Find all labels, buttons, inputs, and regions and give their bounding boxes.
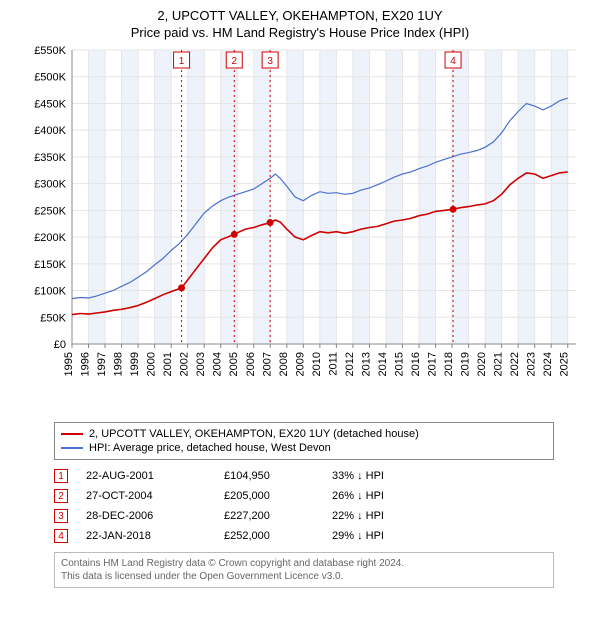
svg-text:3: 3 bbox=[267, 56, 273, 67]
legend-swatch bbox=[61, 433, 83, 435]
legend: 2, UPCOTT VALLEY, OKEHAMPTON, EX20 1UY (… bbox=[54, 422, 554, 460]
svg-text:2017: 2017 bbox=[427, 352, 439, 376]
svg-text:£300K: £300K bbox=[34, 179, 66, 191]
sale-marker-number: 1 bbox=[54, 469, 68, 483]
sale-marker-number: 3 bbox=[54, 509, 68, 523]
svg-text:2013: 2013 bbox=[360, 352, 372, 376]
sale-price: £252,000 bbox=[224, 530, 314, 542]
svg-text:2008: 2008 bbox=[278, 352, 290, 376]
legend-label: 2, UPCOTT VALLEY, OKEHAMPTON, EX20 1UY (… bbox=[89, 428, 419, 440]
svg-text:2021: 2021 bbox=[493, 352, 505, 376]
svg-text:1998: 1998 bbox=[113, 352, 125, 376]
svg-text:2022: 2022 bbox=[509, 352, 521, 376]
svg-text:£500K: £500K bbox=[34, 72, 66, 84]
sales-row: 2 27-OCT-2004 £205,000 26% ↓ HPI bbox=[54, 486, 554, 506]
sale-date: 22-AUG-2001 bbox=[86, 470, 206, 482]
title-address: 2, UPCOTT VALLEY, OKEHAMPTON, EX20 1UY bbox=[10, 8, 590, 23]
sale-hpi-delta: 29% ↓ HPI bbox=[332, 530, 422, 542]
sale-hpi-delta: 26% ↓ HPI bbox=[332, 490, 422, 502]
svg-text:2014: 2014 bbox=[377, 352, 389, 376]
svg-text:2025: 2025 bbox=[559, 352, 571, 376]
license-footer: Contains HM Land Registry data © Crown c… bbox=[54, 552, 554, 588]
sales-row: 1 22-AUG-2001 £104,950 33% ↓ HPI bbox=[54, 466, 554, 486]
sale-marker-number: 4 bbox=[54, 529, 68, 543]
svg-text:2007: 2007 bbox=[261, 352, 273, 376]
svg-text:2023: 2023 bbox=[526, 352, 538, 376]
footer-line: Contains HM Land Registry data © Crown c… bbox=[61, 557, 547, 570]
legend-item: 2, UPCOTT VALLEY, OKEHAMPTON, EX20 1UY (… bbox=[61, 427, 547, 441]
sales-row: 3 28-DEC-2006 £227,200 22% ↓ HPI bbox=[54, 506, 554, 526]
svg-text:£400K: £400K bbox=[34, 125, 66, 137]
sale-date: 22-JAN-2018 bbox=[86, 530, 206, 542]
legend-item: HPI: Average price, detached house, West… bbox=[61, 441, 547, 455]
title-subtitle: Price paid vs. HM Land Registry's House … bbox=[10, 25, 590, 40]
svg-text:2010: 2010 bbox=[311, 352, 323, 376]
sale-date: 28-DEC-2006 bbox=[86, 510, 206, 522]
svg-text:4: 4 bbox=[450, 56, 456, 67]
sale-marker-number: 2 bbox=[54, 489, 68, 503]
svg-text:2016: 2016 bbox=[410, 352, 422, 376]
svg-text:2020: 2020 bbox=[476, 352, 488, 376]
svg-text:2002: 2002 bbox=[179, 352, 191, 376]
line-chart-svg: £0 £50K £100K £150K £200K £250K £300K £350K £400… bbox=[20, 44, 580, 414]
svg-text:2000: 2000 bbox=[146, 352, 158, 376]
svg-text:1999: 1999 bbox=[129, 352, 141, 376]
sale-price: £205,000 bbox=[224, 490, 314, 502]
legend-swatch bbox=[61, 447, 83, 449]
svg-text:2015: 2015 bbox=[393, 352, 405, 376]
sale-price: £104,950 bbox=[224, 470, 314, 482]
svg-text:2018: 2018 bbox=[443, 352, 455, 376]
svg-text:£550K: £550K bbox=[34, 45, 66, 57]
legend-label: HPI: Average price, detached house, West… bbox=[89, 442, 331, 454]
svg-text:£50K: £50K bbox=[40, 312, 66, 324]
svg-text:2001: 2001 bbox=[162, 352, 174, 376]
svg-text:2006: 2006 bbox=[245, 352, 257, 376]
svg-text:£150K: £150K bbox=[34, 259, 66, 271]
sale-hpi-delta: 33% ↓ HPI bbox=[332, 470, 422, 482]
svg-text:£0: £0 bbox=[54, 339, 66, 351]
chart-area: £0 £50K £100K £150K £200K £250K £300K £350K £400… bbox=[20, 44, 580, 414]
svg-text:2009: 2009 bbox=[294, 352, 306, 376]
svg-text:1995: 1995 bbox=[63, 352, 75, 376]
svg-text:2011: 2011 bbox=[327, 352, 339, 376]
svg-text:2012: 2012 bbox=[344, 352, 356, 376]
svg-text:2003: 2003 bbox=[195, 352, 207, 376]
svg-text:£450K: £450K bbox=[34, 98, 66, 110]
svg-text:2004: 2004 bbox=[212, 352, 224, 376]
sale-date: 27-OCT-2004 bbox=[86, 490, 206, 502]
sale-price: £227,200 bbox=[224, 510, 314, 522]
svg-text:£100K: £100K bbox=[34, 286, 66, 298]
svg-text:1: 1 bbox=[179, 56, 185, 67]
svg-text:£350K: £350K bbox=[34, 152, 66, 164]
sale-hpi-delta: 22% ↓ HPI bbox=[332, 510, 422, 522]
sales-table: 1 22-AUG-2001 £104,950 33% ↓ HPI 2 27-OC… bbox=[54, 466, 554, 546]
svg-text:2: 2 bbox=[231, 56, 237, 67]
svg-text:1997: 1997 bbox=[96, 352, 108, 376]
title-block: 2, UPCOTT VALLEY, OKEHAMPTON, EX20 1UY P… bbox=[10, 8, 590, 40]
svg-text:£200K: £200K bbox=[34, 232, 66, 244]
footer-line: This data is licensed under the Open Gov… bbox=[61, 570, 547, 583]
price-chart-container: 2, UPCOTT VALLEY, OKEHAMPTON, EX20 1UY P… bbox=[0, 0, 600, 596]
svg-text:1996: 1996 bbox=[80, 352, 92, 376]
svg-text:2005: 2005 bbox=[228, 352, 240, 376]
sales-row: 4 22-JAN-2018 £252,000 29% ↓ HPI bbox=[54, 526, 554, 546]
svg-text:£250K: £250K bbox=[34, 205, 66, 217]
svg-text:2019: 2019 bbox=[460, 352, 472, 376]
svg-text:2024: 2024 bbox=[542, 352, 554, 376]
